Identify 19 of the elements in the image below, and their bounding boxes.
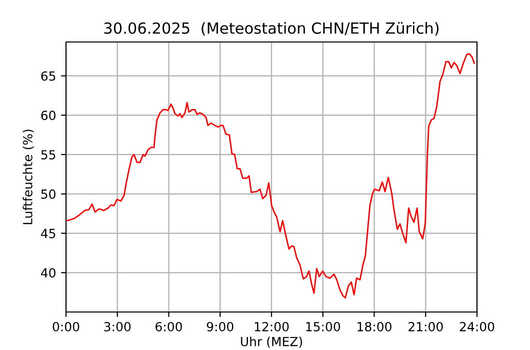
line-series: [66, 53, 475, 299]
y-tick-label: 40: [40, 268, 56, 278]
y-tick-label: 50: [41, 189, 56, 199]
x-tick-label: 0:00: [52, 322, 80, 332]
y-axis-title: Luftfeuchte (%): [22, 130, 34, 224]
x-tick-label: 18:00: [358, 322, 392, 332]
x-tick-label: 24:00: [460, 322, 494, 332]
x-axis-title: Uhr (MEZ): [240, 336, 302, 348]
y-tick-label: 45: [40, 228, 56, 238]
x-tick-label: 15:00: [306, 322, 340, 332]
y-tick-label: 60: [41, 110, 56, 120]
y-tick-label: 65: [41, 71, 56, 81]
x-tick-label: 12:00: [254, 322, 289, 332]
x-tick-label: 3:00: [104, 322, 131, 332]
chart-title: 30.06.2025 (Meteostation CHN/ETH Zürich): [104, 22, 439, 36]
x-tick-label: 6:00: [156, 322, 182, 332]
x-tick-label: 9:00: [206, 322, 234, 332]
x-tick-label: 21:00: [408, 322, 443, 332]
y-tick-label: 55: [41, 150, 56, 160]
